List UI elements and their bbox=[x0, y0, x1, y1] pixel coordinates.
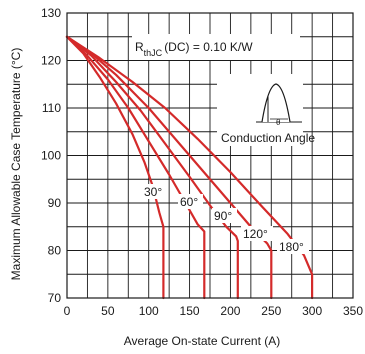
x-tick-label: 300 bbox=[302, 304, 322, 318]
series-label: 90° bbox=[214, 209, 232, 223]
conduction-angle-inset: θ Conduction Angle bbox=[217, 74, 315, 146]
series-line bbox=[65, 35, 165, 300]
x-tick-label: 250 bbox=[261, 304, 281, 318]
series-label: 30° bbox=[144, 185, 162, 199]
series-label-bg bbox=[277, 239, 309, 254]
x-tick-label: 350 bbox=[343, 304, 363, 318]
series-label-bg bbox=[241, 226, 273, 241]
x-axis-title: Average On-state Current (A) bbox=[124, 334, 281, 348]
y-tick-label: 100 bbox=[41, 149, 61, 163]
rth-subscript: thJC bbox=[144, 48, 163, 58]
series-label: 180° bbox=[279, 240, 304, 254]
series-label-bg bbox=[178, 194, 203, 209]
y-tick-label: 90 bbox=[48, 196, 62, 210]
inset-label: Conduction Angle bbox=[221, 131, 315, 145]
y-tick-label: 80 bbox=[48, 244, 62, 258]
y-tick-label: 120 bbox=[41, 54, 61, 68]
series-line bbox=[65, 35, 206, 300]
inset-bg bbox=[217, 74, 303, 146]
tick-labels: 0 50 100 150 200 250 300 350 70 80 90 100 110 120 130 bbox=[41, 6, 363, 318]
series-label-bg bbox=[212, 208, 237, 223]
x-tick-label: 50 bbox=[101, 304, 115, 318]
series-label: 120° bbox=[243, 227, 268, 241]
x-tick-label: 150 bbox=[180, 304, 200, 318]
inset-waveform-icon bbox=[261, 83, 291, 123]
y-axis-title: Maximum Allowable Case Temperature (°C) bbox=[9, 48, 23, 281]
rth-label-bg bbox=[132, 34, 300, 60]
plot-frame bbox=[66, 12, 354, 299]
rth-suffix: (DC) = 0.10 K/W bbox=[164, 40, 253, 54]
y-tick-label: 130 bbox=[41, 6, 61, 20]
rth-prefix: R bbox=[135, 40, 144, 54]
x-tick-label: 0 bbox=[64, 304, 71, 318]
x-tick-label: 200 bbox=[220, 304, 240, 318]
series-labels: 30° 60° 90° 120° 180° bbox=[142, 184, 309, 254]
inset-theta: θ bbox=[276, 118, 281, 127]
series-label-bg bbox=[142, 184, 167, 199]
y-tick-label: 70 bbox=[48, 291, 62, 305]
series-label: 60° bbox=[180, 195, 198, 209]
y-tick-label: 110 bbox=[42, 101, 61, 115]
series-line bbox=[65, 35, 239, 300]
series-layer bbox=[65, 35, 314, 300]
series-line bbox=[65, 35, 314, 300]
x-tick-label: 100 bbox=[139, 304, 159, 318]
series-line bbox=[65, 35, 273, 300]
rth-annotation: RthJC (DC) = 0.10 K/W bbox=[135, 40, 253, 58]
